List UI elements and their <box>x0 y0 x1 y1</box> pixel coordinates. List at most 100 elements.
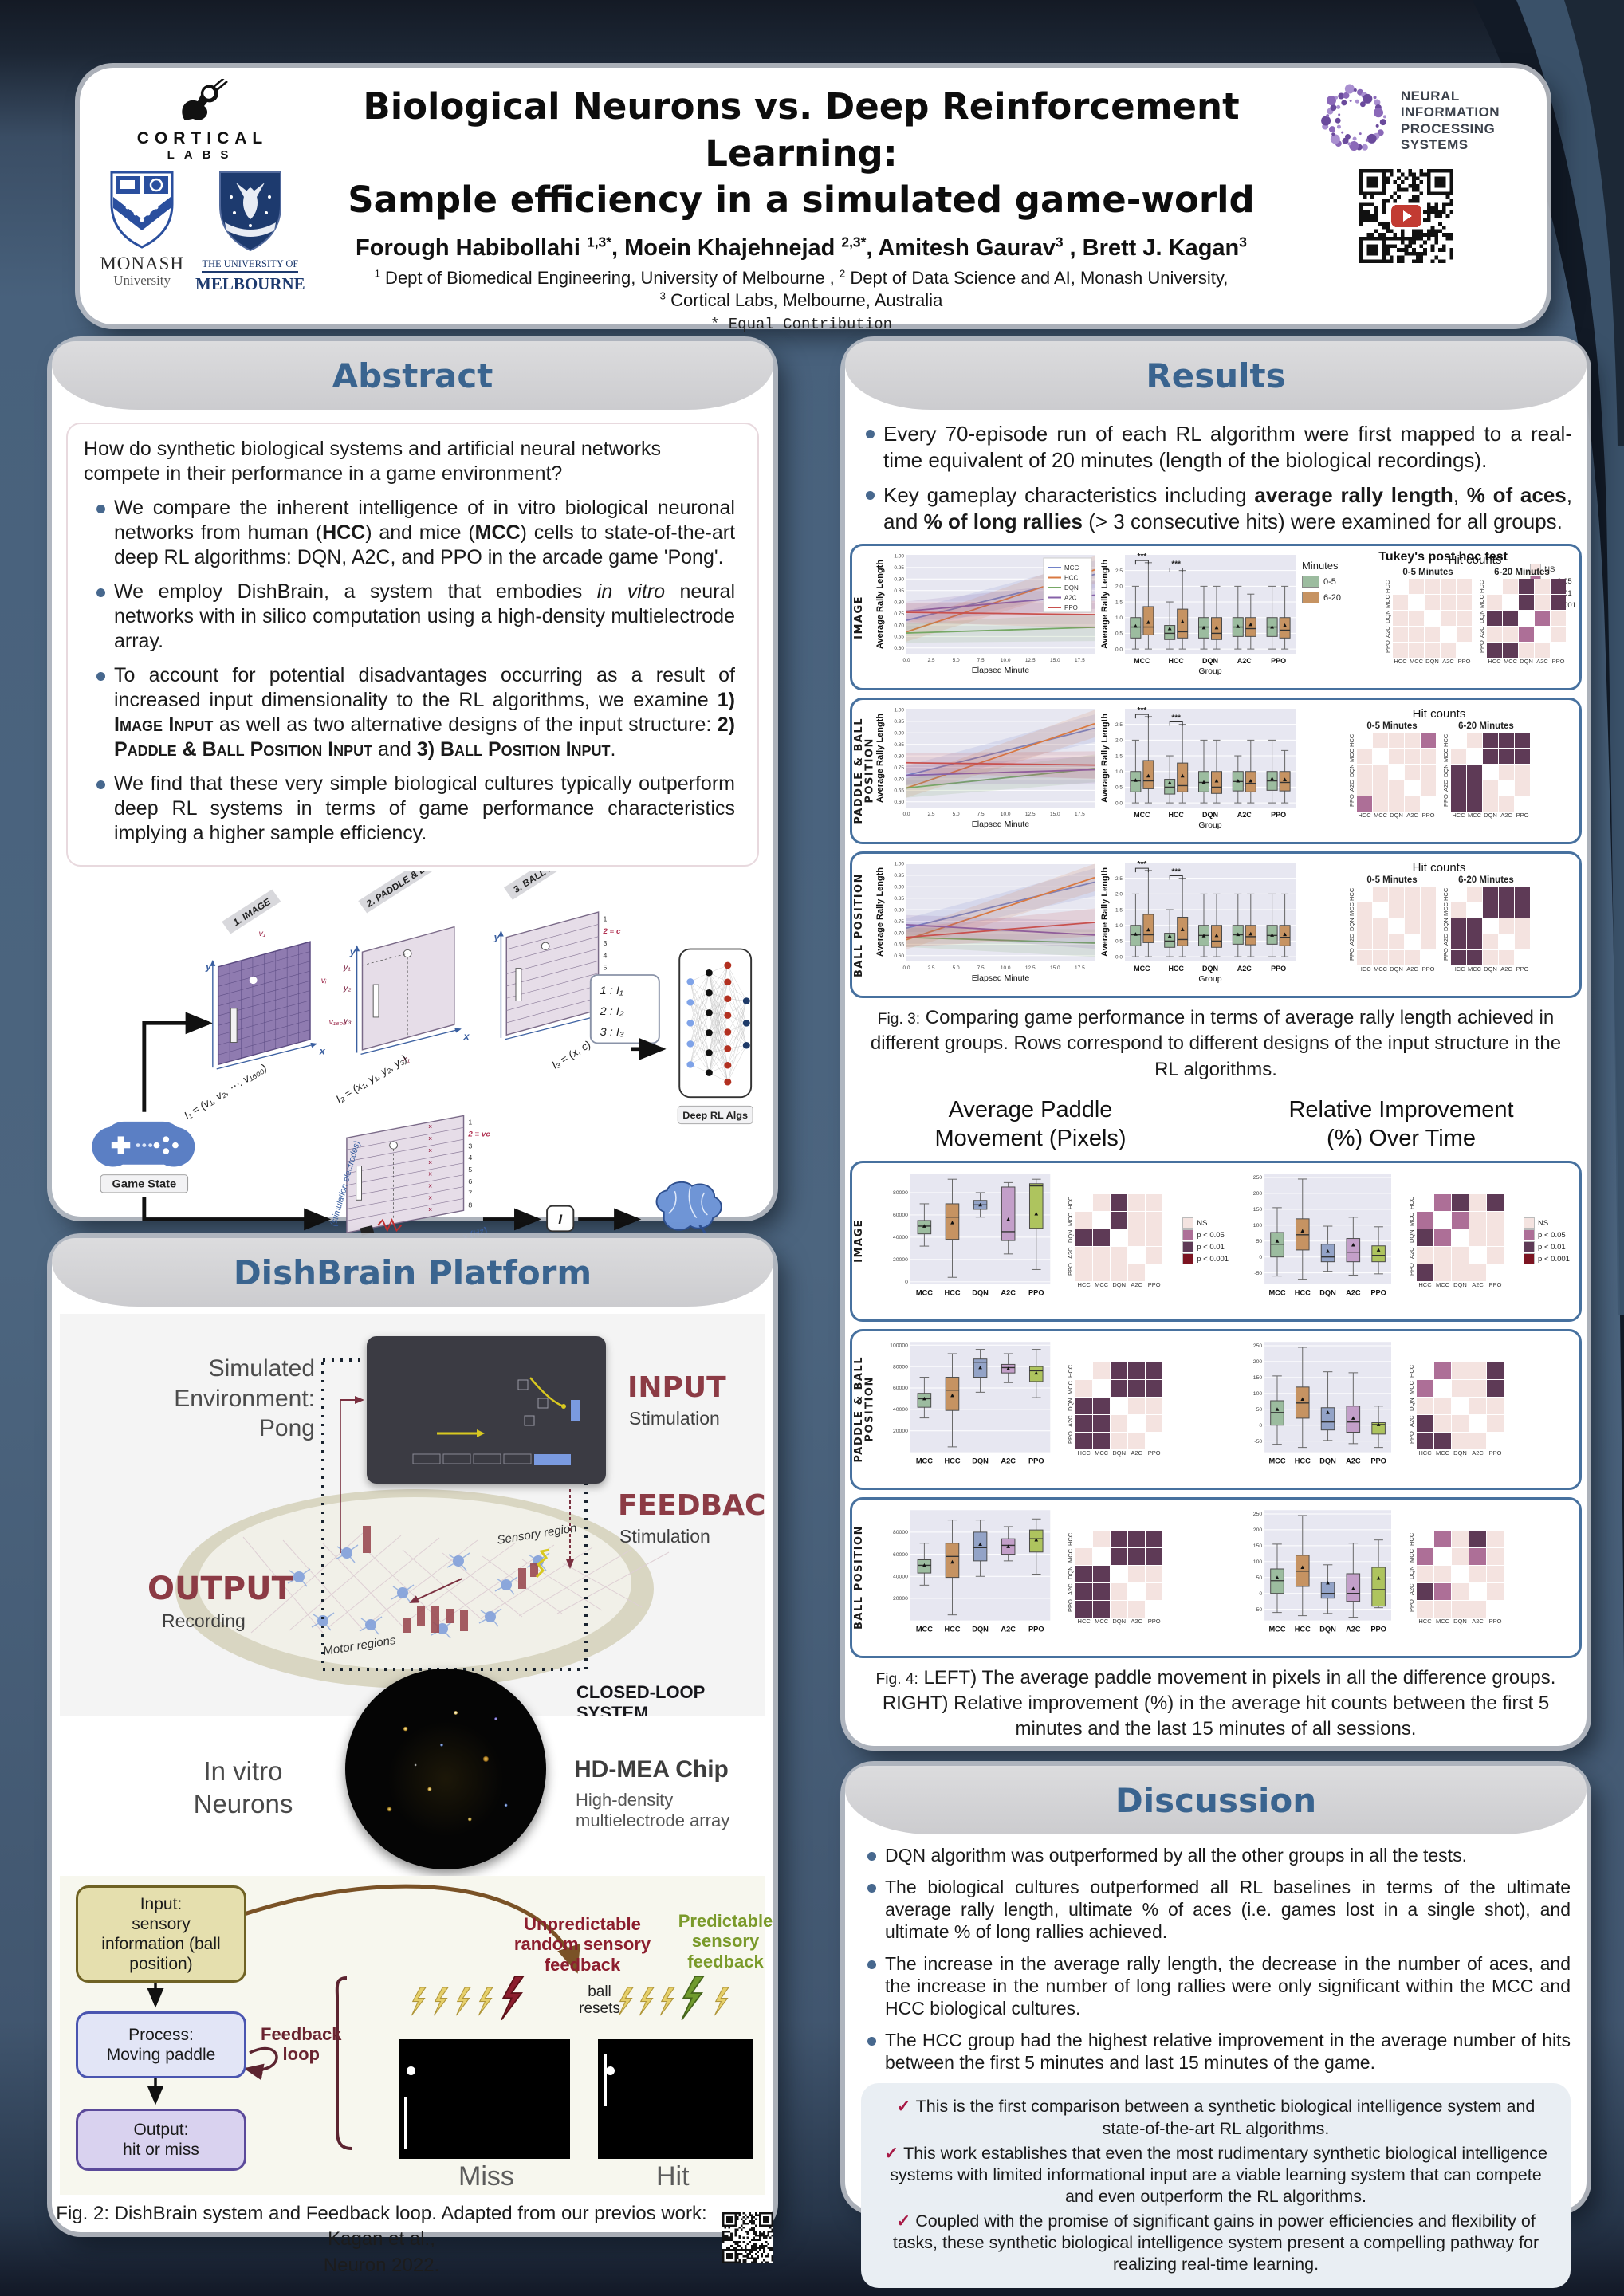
svg-text:y: y <box>348 946 356 957</box>
svg-text:20000: 20000 <box>893 1596 908 1602</box>
svg-text:1.00: 1.00 <box>894 862 904 867</box>
svg-text:DQN: DQN <box>972 1625 989 1633</box>
svg-text:x: x <box>462 1031 470 1042</box>
tukey-heatmap: 0-5 Minutes HCC MCC DQN A2C PPO HCC MCC DQN A2C PP… <box>1384 568 1472 665</box>
svg-text:2. PADDLE & BALL POSITION: 2. PADDLE & BALL POSITION <box>363 871 484 910</box>
svg-text:2.0: 2.0 <box>1115 892 1123 898</box>
svg-text:Elapsed Minute: Elapsed Minute <box>972 820 1030 829</box>
svg-text:MCC: MCC <box>916 1625 933 1633</box>
svg-text:***: *** <box>1171 560 1181 569</box>
svg-text:3 : I₃: 3 : I₃ <box>600 1026 624 1039</box>
input-label: INPUT <box>627 1371 726 1404</box>
svg-text:2.5: 2.5 <box>1115 568 1123 574</box>
svg-text:x: x <box>318 1046 325 1057</box>
header-card: CORTICAL LABS MONASH University THE UNIV… <box>80 68 1547 333</box>
ball-resets-label: ball resets <box>579 1983 620 2017</box>
svg-text:x: x <box>428 1146 432 1154</box>
cortical-labs-logo: CORTICAL LABS <box>99 77 306 162</box>
abstract-banner: Abstract <box>52 341 773 410</box>
fig4-row: IMAGE 0 20000 40000 60000 80000 MCC HCC DQN A2C PP… <box>850 1160 1582 1322</box>
svg-text:0.0: 0.0 <box>902 812 910 817</box>
svg-text:7.5: 7.5 <box>977 965 985 971</box>
bullet-item: We employ DishBrain, a system that embod… <box>90 580 735 654</box>
svg-text:PPO: PPO <box>1370 1288 1386 1296</box>
svg-text:200: 200 <box>1253 1359 1263 1365</box>
flow-output-box: Output: hit or miss <box>76 2109 246 2171</box>
feedback-loop-label: Feedback loop <box>261 2024 342 2065</box>
output-label: OUTPUT <box>147 1571 293 1607</box>
svg-text:0.70: 0.70 <box>894 623 904 628</box>
fig3-row: PADDLE & BALL POSITION 0.60 0.65 0.70 0.75 0.… <box>850 698 1582 844</box>
cortical-labs-icon <box>177 77 228 128</box>
closed-loop-label: CLOSED-LOOP SYSTEM <box>576 1682 705 1716</box>
bullet-item: The biological cultures outperformed all… <box>861 1876 1571 1943</box>
svg-text:A2C: A2C <box>1237 811 1252 819</box>
svg-text:4: 4 <box>468 1154 472 1162</box>
svg-text:2.5: 2.5 <box>928 965 935 971</box>
svg-text:5: 5 <box>468 1166 472 1174</box>
discussion-bullets: DQN algorithm was outperformed by all th… <box>855 1844 1577 2074</box>
tukey-title: Tukey's post hoc test <box>1378 550 1508 564</box>
svg-text:1.5: 1.5 <box>1115 907 1123 913</box>
svg-text:MCC: MCC <box>916 1457 933 1464</box>
svg-text:150: 150 <box>1253 1375 1263 1381</box>
svg-text:250: 250 <box>1253 1343 1263 1349</box>
svg-text:HCC: HCC <box>1168 811 1184 819</box>
paddle-ball-input-plane: y x y₁ y₂ y₃ x₁ 2. PADDLE & BALL POSITION I₂ = … <box>333 822 490 1105</box>
figure-3-panels: IMAGE 0.60 0.65 0.70 0.75 0.80 0.85 0.90 0.95 1.0… <box>845 544 1587 998</box>
fig3-row-label: IMAGE <box>853 595 865 639</box>
svg-text:1.0: 1.0 <box>1115 615 1123 621</box>
check-icon: ✓ <box>896 2097 911 2117</box>
svg-text:40000: 40000 <box>893 1235 908 1240</box>
svg-text:0.65: 0.65 <box>894 635 904 640</box>
pong-miss-screen <box>399 2039 570 2159</box>
input-legend-box: 1 : I₁ 2 : I₂ 3 : I₃ <box>589 974 660 1044</box>
svg-text:x: x <box>428 1182 432 1189</box>
svg-text:0.0: 0.0 <box>902 965 910 971</box>
neurips-wordmark: NEURAL INFORMATION PROCESSING SYSTEMS <box>1400 88 1500 152</box>
svg-text:PPO: PPO <box>1370 1457 1386 1464</box>
svg-text:12.5: 12.5 <box>1025 965 1036 971</box>
svg-text:A2C: A2C <box>1001 1288 1016 1296</box>
svg-text:I₃ = (x, c): I₃ = (x, c) <box>549 1039 593 1071</box>
svg-text:y₃: y₃ <box>342 1017 351 1026</box>
minutes-legend: Minutes 0-5 6-20 <box>1302 560 1342 603</box>
melbourne-shield-icon <box>217 171 284 256</box>
svg-text:HCC: HCC <box>1168 657 1184 665</box>
svg-text:0.70: 0.70 <box>894 930 904 936</box>
svg-text:1: 1 <box>603 915 607 923</box>
simulated-environment-label: Simulated Environment: Pong <box>174 1355 315 1441</box>
svg-text:0.85: 0.85 <box>894 588 904 594</box>
svg-text:7.5: 7.5 <box>977 812 985 817</box>
svg-text:0: 0 <box>1260 1423 1263 1429</box>
svg-text:0.90: 0.90 <box>894 885 904 890</box>
svg-text:HCC: HCC <box>944 1288 960 1296</box>
svg-text:0.90: 0.90 <box>894 731 904 737</box>
svg-text:PPO: PPO <box>1271 965 1286 973</box>
svg-text:1: 1 <box>468 1119 472 1126</box>
svg-text:40000: 40000 <box>893 1407 908 1413</box>
svg-text:PPO: PPO <box>1271 657 1286 665</box>
key-findings-box: ✓ This is the first comparison between a … <box>861 2083 1571 2289</box>
figure-2-caption: Fig. 2: DishBrain system and Feedback lo… <box>56 2203 707 2276</box>
svg-text:2 ≡ vc: 2 ≡ vc <box>467 1130 490 1139</box>
svg-text:2.5: 2.5 <box>1115 876 1123 882</box>
svg-text:6: 6 <box>468 1177 472 1185</box>
figure-4-caption: Fig. 4: LEFT) The average paddle movemen… <box>875 1666 1556 1740</box>
svg-text:2.0: 2.0 <box>1115 584 1123 590</box>
svg-text:***: *** <box>1138 552 1147 561</box>
svg-text:x: x <box>428 1170 432 1177</box>
discussion-banner: Discussion <box>845 1766 1587 1834</box>
cortical-labs-wordmark: CORTICAL <box>136 129 269 147</box>
results-section: Results Every 70-episode run of each RL … <box>845 341 1587 1746</box>
fig4-improvement-box-chart: -50 0 50 100 150 200 250 MCC HCC DQN A2C PPO <box>1253 1509 1392 1633</box>
check-icon: ✓ <box>884 2143 899 2163</box>
svg-text:10.0: 10.0 <box>1001 812 1011 817</box>
svg-text:50: 50 <box>1256 1575 1263 1581</box>
abstract-intro: How do synthetic biological systems and … <box>84 438 661 485</box>
figure-1-diagram: Game State y x v₁ vᵢ v₁₆₀₀ 1. IMAGE I₁ = (v₁, v… <box>58 822 767 1290</box>
svg-text:x: x <box>428 1158 432 1166</box>
svg-text:DQN: DQN <box>1202 657 1218 665</box>
fig3-line-chart: 0.60 0.65 0.70 0.75 0.80 0.85 0.90 0.95 1.00 0.0 2… <box>875 862 1095 983</box>
svg-text:0.75: 0.75 <box>894 765 904 771</box>
